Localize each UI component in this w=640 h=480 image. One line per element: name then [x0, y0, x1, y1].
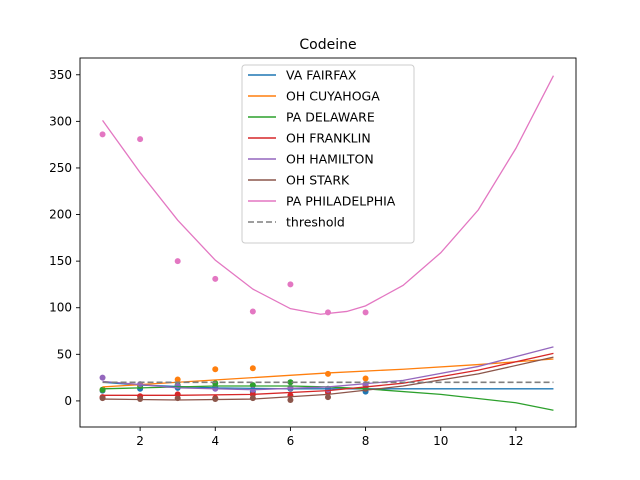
- point-pa-delaware: [99, 386, 106, 393]
- point-oh-stark: [249, 395, 256, 402]
- fit-line-oh-franklin: [102, 352, 554, 396]
- point-pa-philadelphia: [325, 309, 331, 316]
- legend-label: PA DELAWARE: [286, 110, 375, 125]
- point-oh-cuyahoga: [174, 376, 181, 383]
- point-pa-philadelphia: [249, 308, 256, 315]
- x-tick-label: 12: [508, 434, 523, 448]
- plot-clip-group: [99, 75, 555, 411]
- legend-label: PA PHILADELPHIA: [286, 194, 396, 209]
- point-oh-stark: [287, 396, 294, 403]
- axes-frame: [79, 57, 577, 428]
- fit-line-oh-hamilton: [102, 346, 554, 391]
- legend-label: OH STARK: [286, 173, 350, 188]
- plot-area: [99, 75, 555, 411]
- x-tick-label: 6: [287, 434, 295, 448]
- legend-label: OH HAMILTON: [286, 152, 374, 167]
- point-oh-hamilton: [99, 374, 106, 381]
- y-tick-label: 200: [49, 208, 72, 222]
- y-tick-label: 300: [49, 114, 72, 128]
- y-tick-label: 150: [49, 254, 72, 268]
- point-pa-philadelphia: [212, 275, 219, 282]
- x-tick-label: 2: [136, 434, 144, 448]
- chart-title: Codeine: [299, 37, 356, 53]
- fit-line-oh-stark: [102, 356, 554, 401]
- y-tick-label: 100: [49, 301, 72, 315]
- point-pa-philadelphia: [137, 136, 144, 143]
- legend-box: [241, 64, 415, 244]
- point-pa-philadelphia: [99, 131, 106, 138]
- legend: VA FAIRFAX OH CUYAHOGA PA DELAWARE OH FRANK…: [241, 64, 415, 244]
- point-pa-delaware: [287, 379, 294, 386]
- point-pa-philadelphia: [174, 258, 181, 265]
- x-tick-label: 8: [362, 434, 370, 448]
- point-pa-delaware: [212, 380, 219, 387]
- point-oh-stark: [99, 395, 106, 402]
- x-tick-label: 10: [433, 434, 448, 448]
- point-oh-stark: [325, 394, 331, 401]
- legend-label: OH FRANKLIN: [286, 131, 371, 146]
- fit-line-pa-philadelphia: [102, 75, 555, 315]
- point-oh-cuyahoga: [249, 365, 256, 372]
- x-tick-label: 4: [211, 434, 219, 448]
- point-oh-cuyahoga: [325, 370, 331, 377]
- point-pa-philadelphia: [362, 309, 369, 316]
- y-tick-label: 0: [64, 394, 72, 408]
- y-tick-label: 250: [49, 161, 72, 175]
- y-tick-label: 350: [49, 68, 72, 82]
- y-tick-label: 50: [57, 347, 72, 361]
- legend-label: threshold: [286, 215, 345, 230]
- point-pa-philadelphia: [287, 281, 294, 288]
- point-oh-cuyahoga: [212, 366, 219, 373]
- axes: 2 4 6 8 10 12 0 50 100 150 200 250 300 350: [49, 57, 577, 448]
- legend-label: VA FAIRFAX: [286, 68, 357, 83]
- legend-label: OH CUYAHOGA: [286, 89, 380, 104]
- point-oh-cuyahoga: [362, 375, 369, 382]
